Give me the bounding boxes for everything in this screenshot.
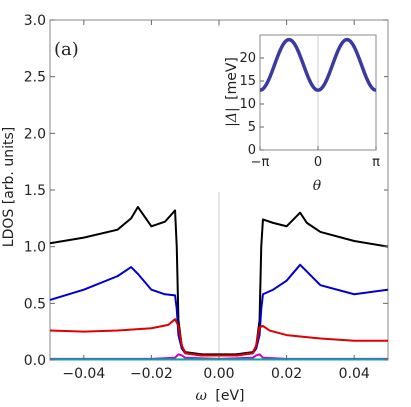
main-y-tick-label: 1.5 xyxy=(24,183,46,199)
main-x-tick-label: −0.04 xyxy=(62,366,105,382)
inset-y-tick-label: 20 xyxy=(239,51,256,66)
inset-y-axis-label: |Δ| [meV] xyxy=(224,57,240,127)
inset-x-tick-label: π xyxy=(372,155,380,170)
main-y-tick-label: 0.5 xyxy=(24,296,46,312)
main-y-tick-label: 1.0 xyxy=(24,240,46,256)
inset-y-tick-label: 0 xyxy=(248,143,256,158)
inset-series-0-line xyxy=(259,37,377,92)
main-ticks-group: −0.04 −0.02 0.00 0.02 0.04 0.0 0.5 1.0 1.5 2.0 2.5… xyxy=(24,13,388,382)
panel-label: (a) xyxy=(54,39,79,60)
main-x-tick-label: 0.04 xyxy=(339,366,370,382)
main-x-tick-label: −0.02 xyxy=(130,366,173,382)
main-y-tick-label: 2.0 xyxy=(24,126,46,142)
main-series-0-line xyxy=(49,206,389,356)
inset-y-tick-label: 5 xyxy=(248,120,256,135)
main-y-tick-label: 0.0 xyxy=(24,353,46,369)
inset-y-axis-symbol: |Δ| xyxy=(224,107,240,127)
x-axis-unit: [eV] xyxy=(215,388,244,404)
main-plot: −0.04 −0.02 0.00 0.02 0.04 0.0 0.5 1.0 1.5 2.0 2.5… xyxy=(1,13,389,404)
inset-x-tick-label: −π xyxy=(251,155,270,170)
inset-x-tick-label: 0 xyxy=(314,155,322,170)
main-y-tick-label: 2.5 xyxy=(24,70,46,86)
inset-x-axis-label: θ xyxy=(313,178,322,194)
x-axis-label: ω [eV] xyxy=(196,388,245,404)
inset-y-tick-label: 15 xyxy=(239,74,256,89)
main-y-tick-label: 3.0 xyxy=(24,13,46,29)
main-series-group xyxy=(49,20,389,361)
inset-y-tick-label: 10 xyxy=(239,97,256,112)
main-x-tick-label: 0.00 xyxy=(203,366,234,382)
main-x-tick-label: 0.02 xyxy=(271,366,302,382)
inset-series-group xyxy=(259,35,377,150)
y-axis-label: LDOS [arb. units] xyxy=(1,127,17,247)
inset-y-axis-unit: [meV] xyxy=(224,57,240,100)
x-axis-symbol: ω xyxy=(196,388,208,404)
